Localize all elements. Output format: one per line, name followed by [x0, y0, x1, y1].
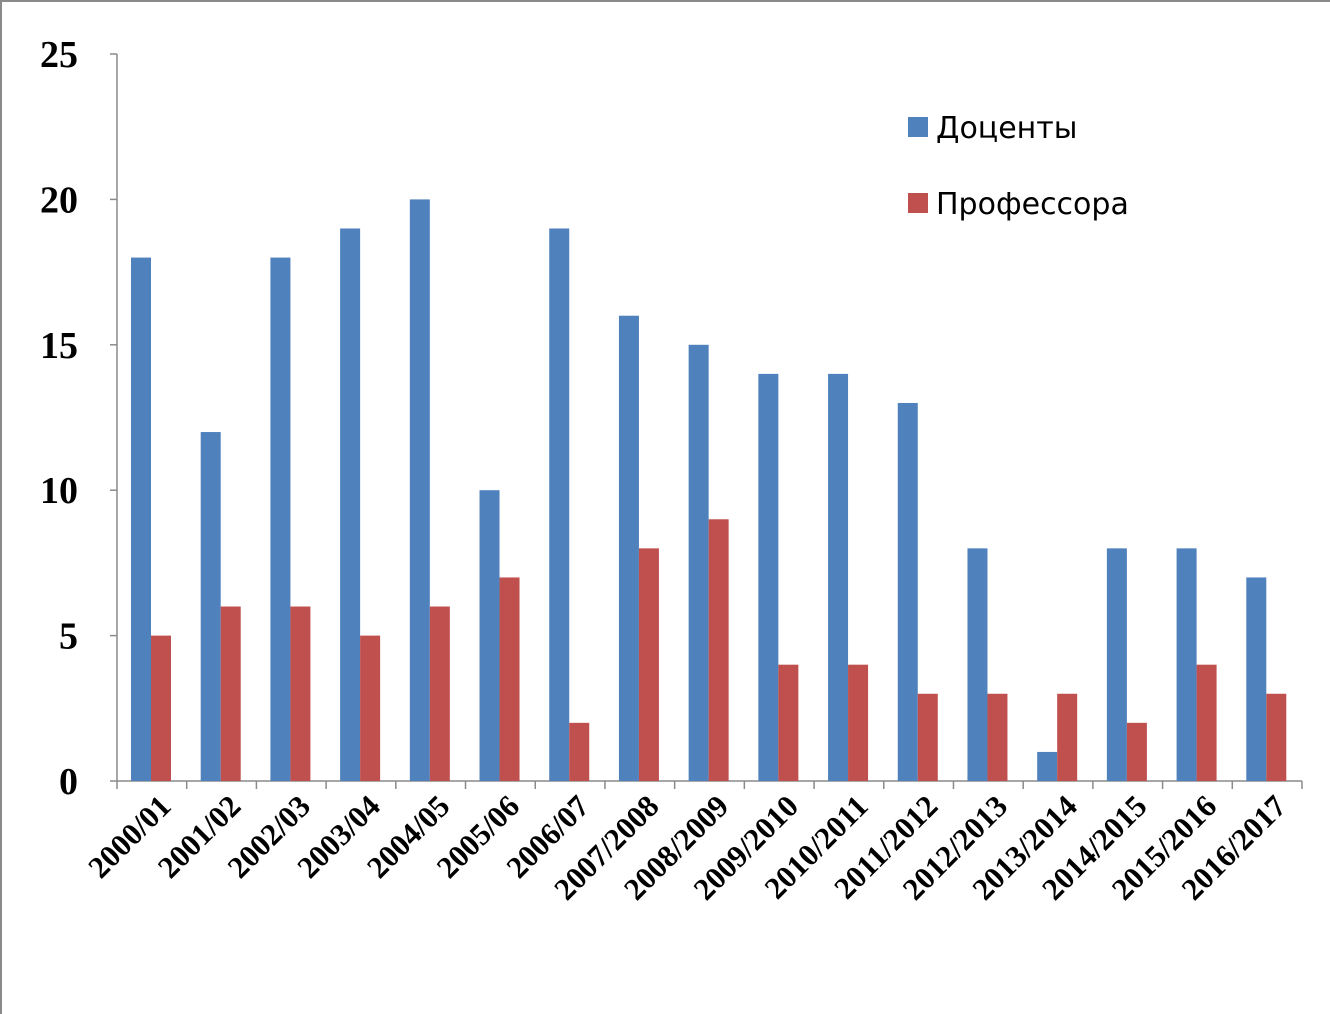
bar-professora: [639, 548, 659, 781]
bar-docenty: [828, 374, 848, 781]
bar-docenty: [340, 228, 360, 781]
bar-professora: [430, 607, 450, 781]
bar-professora: [987, 694, 1007, 781]
bar-professora: [500, 577, 520, 781]
bar-professora: [290, 607, 310, 781]
bar-professora: [151, 636, 171, 781]
y-tick-label: 25: [40, 34, 78, 76]
legend-swatch-professora: [908, 193, 928, 213]
bar-professora: [709, 519, 729, 781]
bar-professora: [778, 665, 798, 781]
bar-docenty: [1177, 548, 1197, 781]
bar-professora: [1057, 694, 1077, 781]
bar-docenty: [201, 432, 221, 781]
bar-professora: [1197, 665, 1217, 781]
bar-professora: [360, 636, 380, 781]
bar-docenty: [967, 548, 987, 781]
bar-professora: [1266, 694, 1286, 781]
bar-docenty: [270, 258, 290, 781]
y-tick-label: 5: [59, 616, 78, 658]
legend-swatch-docenty: [908, 117, 928, 137]
bar-docenty: [619, 316, 639, 781]
y-tick-labels: 0 5 10 15 20 25: [40, 34, 78, 803]
bar-professora: [918, 694, 938, 781]
legend-label-professora: Профессора: [936, 187, 1129, 222]
y-tick-label: 20: [40, 179, 78, 221]
bar-docenty: [480, 490, 500, 781]
y-tick-label: 15: [40, 325, 78, 367]
bar-docenty: [131, 258, 151, 781]
bar-professora: [569, 723, 589, 781]
bars: [131, 199, 1286, 781]
bar-docenty: [549, 228, 569, 781]
y-tick-label: 0: [59, 761, 78, 803]
bar-professora: [848, 665, 868, 781]
bar-docenty: [1037, 752, 1057, 781]
legend-label-docenty: Доценты: [936, 111, 1077, 146]
bar-docenty: [1107, 548, 1127, 781]
x-tick-labels: 2000/012001/022002/032003/042004/052005/…: [81, 788, 1293, 907]
y-tick-label: 10: [40, 470, 78, 512]
bar-docenty: [898, 403, 918, 781]
bar-docenty: [410, 199, 430, 781]
bar-docenty: [689, 345, 709, 781]
bar-professora: [1127, 723, 1147, 781]
bar-professora: [221, 607, 241, 781]
bar-docenty: [1246, 577, 1266, 781]
legend: Доценты Профессора: [908, 111, 1129, 222]
bar-docenty: [758, 374, 778, 781]
